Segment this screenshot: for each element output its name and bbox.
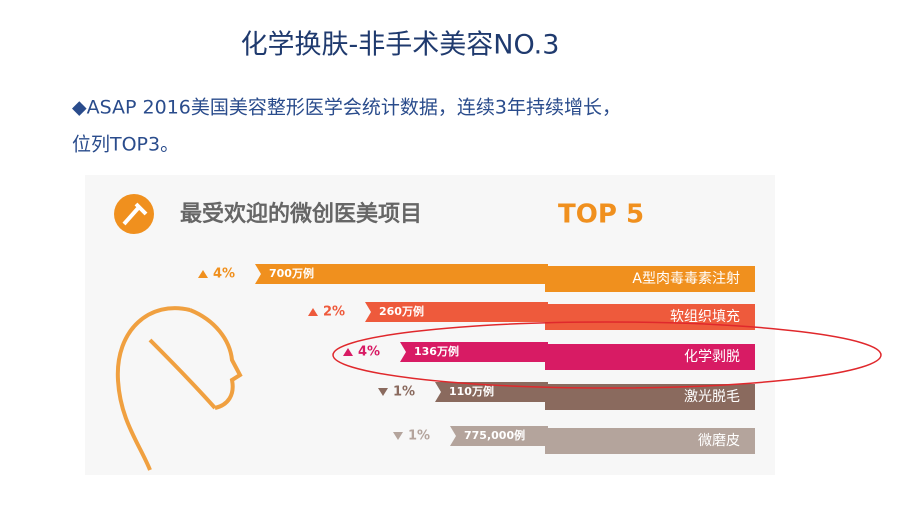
trend-arrow [378,388,388,396]
bullet-line: 位列TOP3。 [72,134,179,156]
count-bar [365,302,548,322]
count: 775,000例 [464,428,525,442]
items: 4% 700万例 A型肉毒毒素注射 2% 260万例 软组织填充 4% 136万例 化学剥脱 1%… [198,264,755,454]
name: 激光脱毛 [684,388,740,405]
change: 4% [358,345,380,360]
name-box [545,266,755,292]
highlight-ellipse [332,321,882,389]
icon-syringe [122,202,148,226]
infographic-title: 最受欢迎的微创医美项目 [180,201,422,227]
count: 136万例 [414,344,459,358]
bullet-line: ◆ASAP 2016美国美容整形医学会统计数据，连续3年持续增长， [72,97,621,119]
name-box [545,428,755,454]
change: 1% [393,385,415,400]
name: 软组织填充 [670,309,740,325]
count-bar [450,426,548,446]
change: 1% [408,429,430,444]
count: 700万例 [269,266,314,280]
change: 4% [213,267,235,282]
count-bar [400,342,548,362]
name-box [545,344,755,370]
count-bar [255,264,548,284]
badge: TOP 5 [558,200,644,230]
count: 260万例 [379,304,424,318]
name-box [545,304,755,330]
slide-title: 化学换肤-非手术美容NO.3 [241,30,560,61]
face-illustration [115,306,243,471]
change: 2% [323,305,345,320]
name: 微磨皮 [698,433,740,449]
trend-arrow [393,432,403,440]
name: A型肉毒毒素注射 [632,271,740,287]
name: 化学剥脱 [684,349,740,365]
count: 110万例 [449,384,494,398]
trend-arrow [343,348,353,356]
trend-arrow [198,270,208,278]
trend-arrow [308,308,318,316]
